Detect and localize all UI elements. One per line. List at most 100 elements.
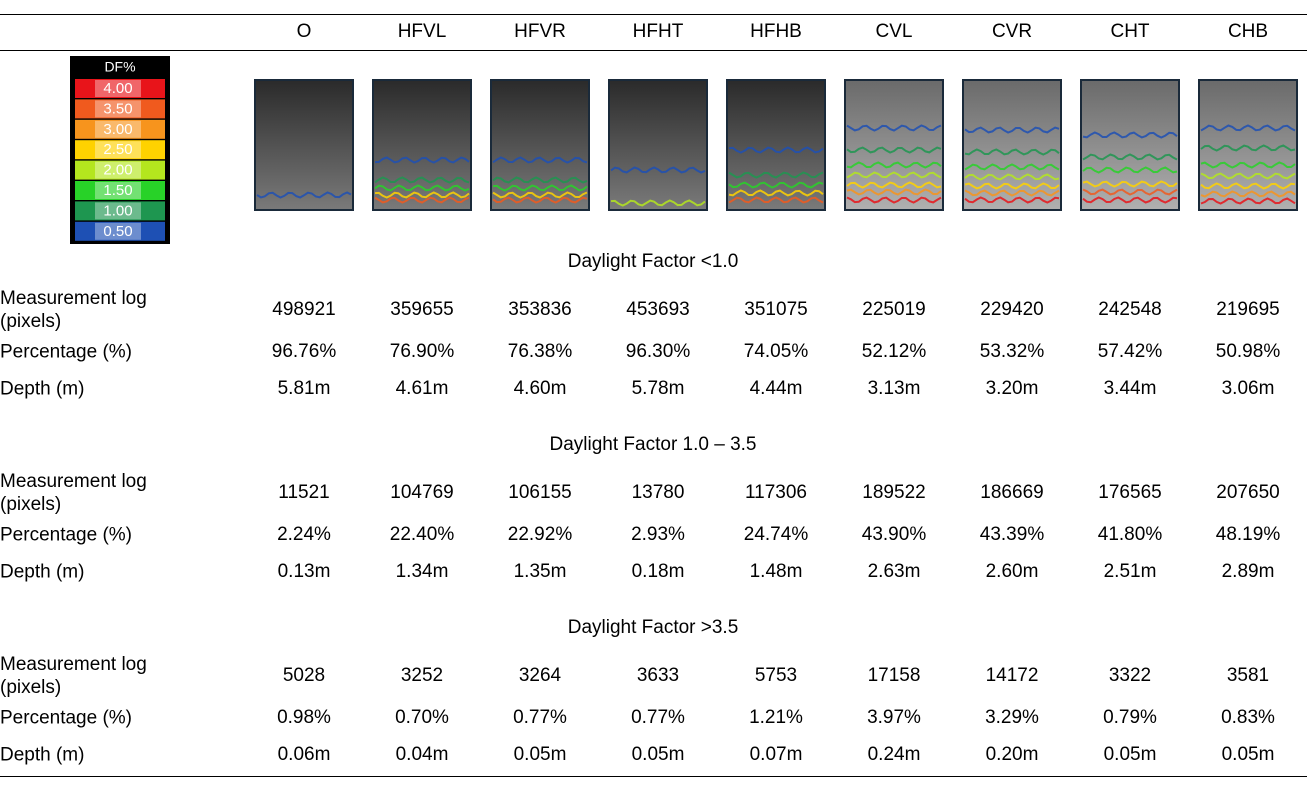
table-cell: 186669 [980, 482, 1043, 504]
table-cell: 189522 [862, 482, 925, 504]
table-cell: 0.79% [1103, 707, 1157, 729]
table-cell: 0.04m [396, 744, 449, 766]
table-cell: 3.44m [1104, 378, 1157, 400]
table-cell: 13780 [632, 482, 685, 504]
table-cell: 48.19% [1216, 524, 1280, 546]
legend-label: 3.00 [103, 121, 132, 138]
table-cell: 176565 [1098, 482, 1161, 504]
section-title: Daylight Factor <1.0 [568, 251, 739, 273]
table-cell: 0.05m [1222, 744, 1275, 766]
table-cell: 1.21% [749, 707, 803, 729]
table-cell: 2.63m [868, 561, 921, 583]
table-page: DF%4.003.503.002.502.001.501.000.50 OHFV… [0, 0, 1307, 803]
column-header: CHB [1228, 21, 1268, 43]
row-label: Measurement log (pixels) [0, 653, 200, 699]
table-cell: 53.32% [980, 341, 1044, 363]
table-cell: 0.05m [514, 744, 567, 766]
simulation-image [963, 80, 1061, 210]
table-cell: 5.78m [632, 378, 685, 400]
table-cell: 0.24m [868, 744, 921, 766]
row-label: Percentage (%) [0, 524, 200, 547]
table-cell: 2.51m [1104, 561, 1157, 583]
table-cell: 453693 [626, 299, 689, 321]
simulation-image [255, 80, 353, 210]
table-cell: 41.80% [1098, 524, 1162, 546]
table-cell: 5753 [755, 665, 797, 687]
row-label: Percentage (%) [0, 341, 200, 364]
table-cell: 0.18m [632, 561, 685, 583]
table-cell: 50.98% [1216, 341, 1280, 363]
legend-label: 0.50 [103, 223, 132, 240]
table-cell: 22.92% [508, 524, 572, 546]
table-cell: 0.05m [632, 744, 685, 766]
table-cell: 2.60m [986, 561, 1039, 583]
table-cell: 52.12% [862, 341, 926, 363]
table-cell: 76.38% [508, 341, 572, 363]
row-label: Depth (m) [0, 744, 200, 767]
table-cell: 3252 [401, 665, 443, 687]
table-cell: 0.13m [278, 561, 331, 583]
table-cell: 3.97% [867, 707, 921, 729]
column-header: HFVL [398, 21, 447, 43]
table-cell: 5.81m [278, 378, 331, 400]
table-cell: 14172 [986, 665, 1039, 687]
table-cell: 106155 [508, 482, 571, 504]
table-cell: 3.13m [868, 378, 921, 400]
table-cell: 43.39% [980, 524, 1044, 546]
section-title: Daylight Factor >3.5 [568, 617, 739, 639]
column-header: CVR [992, 21, 1032, 43]
table-cell: 359655 [390, 299, 453, 321]
table-cell: 3.29% [985, 707, 1039, 729]
table-cell: 0.07m [750, 744, 803, 766]
table-cell: 219695 [1216, 299, 1279, 321]
table-cell: 3322 [1109, 665, 1151, 687]
table-cell: 1.34m [396, 561, 449, 583]
table-cell: 1.35m [514, 561, 567, 583]
table-cell: 11521 [278, 482, 329, 504]
table-cell: 0.83% [1221, 707, 1275, 729]
table-cell: 117306 [745, 482, 807, 504]
table-cell: 4.61m [396, 378, 449, 400]
table-cell: 207650 [1216, 482, 1279, 504]
legend-label: 3.50 [103, 100, 132, 117]
row-label: Depth (m) [0, 378, 200, 401]
column-header: CVL [876, 21, 913, 43]
table-cell: 498921 [272, 299, 335, 321]
table-cell: 3264 [519, 665, 561, 687]
table-cell: 57.42% [1098, 341, 1162, 363]
table-cell: 0.77% [631, 707, 685, 729]
table-cell: 242548 [1098, 299, 1161, 321]
column-header: HFVR [514, 21, 566, 43]
table-cell: 17158 [868, 665, 921, 687]
table-cell: 0.06m [278, 744, 331, 766]
table-cell: 22.40% [390, 524, 454, 546]
table-cell: 3633 [637, 665, 679, 687]
table-cell: 0.70% [395, 707, 449, 729]
legend-label: 1.00 [103, 202, 132, 219]
column-header: CHT [1110, 21, 1149, 43]
table-cell: 3.20m [986, 378, 1039, 400]
table-cell: 96.30% [626, 341, 690, 363]
table-cell: 229420 [980, 299, 1043, 321]
section-title: Daylight Factor 1.0 – 3.5 [550, 434, 757, 456]
column-header: HFHT [633, 21, 684, 43]
table-cell: 0.05m [1104, 744, 1157, 766]
row-label: Measurement log (pixels) [0, 470, 200, 516]
row-label: Percentage (%) [0, 707, 200, 730]
table-cell: 43.90% [862, 524, 926, 546]
legend-label: 2.50 [103, 141, 132, 158]
bottom-rule [0, 776, 1307, 777]
table-cell: 2.93% [631, 524, 685, 546]
legend-label: 4.00 [103, 80, 132, 97]
table-cell: 225019 [862, 299, 925, 321]
simulation-image [1081, 80, 1179, 210]
table-cell: 0.77% [513, 707, 567, 729]
table-cell: 1.48m [750, 561, 803, 583]
table-cell: 104769 [390, 482, 453, 504]
table-cell: 2.89m [1222, 561, 1275, 583]
column-header: O [297, 21, 312, 43]
table-cell: 353836 [508, 299, 571, 321]
legend-label: 2.00 [103, 162, 132, 179]
table-cell: 0.98% [277, 707, 331, 729]
table-cell: 96.76% [272, 341, 336, 363]
